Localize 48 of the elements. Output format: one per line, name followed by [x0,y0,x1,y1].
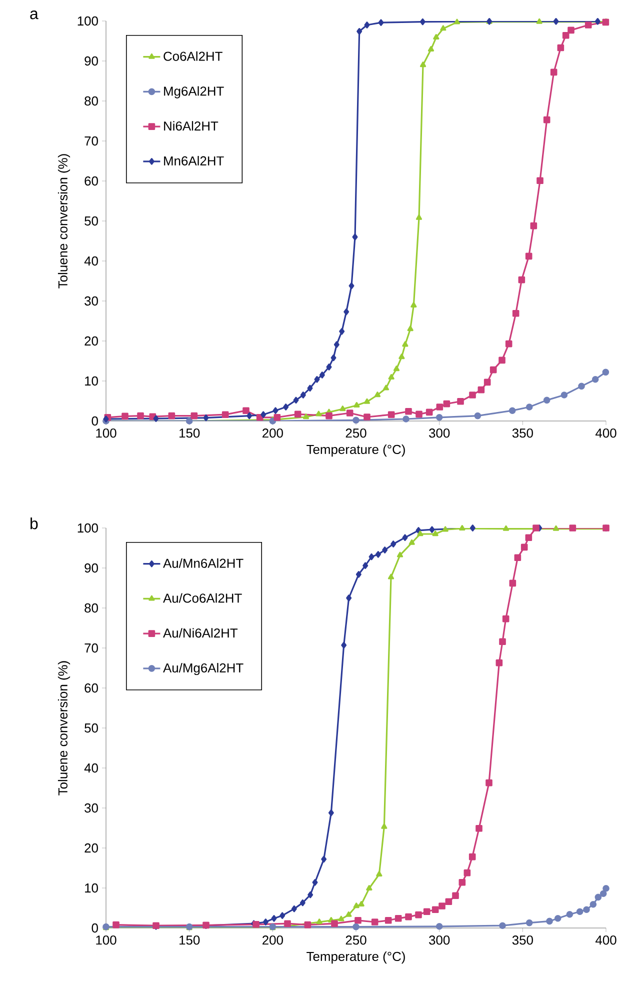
y-tick-label: 10 [85,883,98,893]
x-tick-label: 400 [596,936,616,945]
x-tick-label: 350 [512,428,533,438]
legend-label: Co6Al2HT [164,51,222,61]
x-axis-title: Temperature (°C) [306,444,405,457]
chart-title: a [30,10,38,20]
legend-label: Ni6Al2HT [164,121,218,131]
y-tick-label: 20 [84,336,98,346]
x-axis-title: Temperature (°C) [306,952,405,964]
y-tick-label: 30 [84,296,98,306]
y-tick-label: 0 [92,923,98,933]
y-tick-label: 90 [84,563,98,573]
y-tick-label: 30 [84,803,98,813]
y-tick-label: 70 [84,136,98,146]
y-tick-label: 50 [84,216,98,226]
x-tick-label: 200 [262,936,283,945]
x-tick-label: 400 [596,428,616,438]
x-tick-label: 300 [429,936,450,945]
y-tick-label: 60 [84,176,98,186]
y-tick-label: 90 [84,56,98,66]
x-tick-label: 150 [180,936,200,945]
legend-label: Au/Ni6Al2HT [163,628,238,638]
y-tick-label: 40 [84,763,98,773]
y-tick-label: 100 [78,523,98,533]
y-tick-label: 100 [78,16,98,26]
legend-label: Au/Co6Al2HT [163,593,242,603]
legend-label: Au/Mg6Al2HT [163,662,244,676]
x-tick-label: 250 [346,936,366,945]
y-tick-label: 20 [84,843,98,853]
y-tick-label: 70 [84,643,98,653]
legend-label: Mn6Al2HT [164,156,224,166]
x-tick-label: 150 [180,428,200,438]
x-tick-label: 250 [346,428,366,438]
x-tick-label: 200 [262,428,283,438]
y-tick-label: 40 [84,256,98,266]
y-tick-label: 50 [84,723,98,733]
legend-label: Au/Mn6Al2HT [163,558,244,568]
x-tick-label: 350 [512,936,533,945]
y-tick-label: 0 [92,416,98,426]
y-tick-label: 80 [84,603,98,613]
x-tick-label: 300 [429,428,450,438]
y-axis-title: Toluene conversion (%) [58,661,70,796]
y-axis-title: Toluene conversion (%) [58,154,70,288]
legend-label: Mg6Al2HT [164,86,224,98]
chart-title: b [30,518,38,530]
y-tick-label: 60 [84,683,98,693]
y-tick-label: 10 [85,376,98,386]
y-tick-label: 80 [84,96,98,106]
